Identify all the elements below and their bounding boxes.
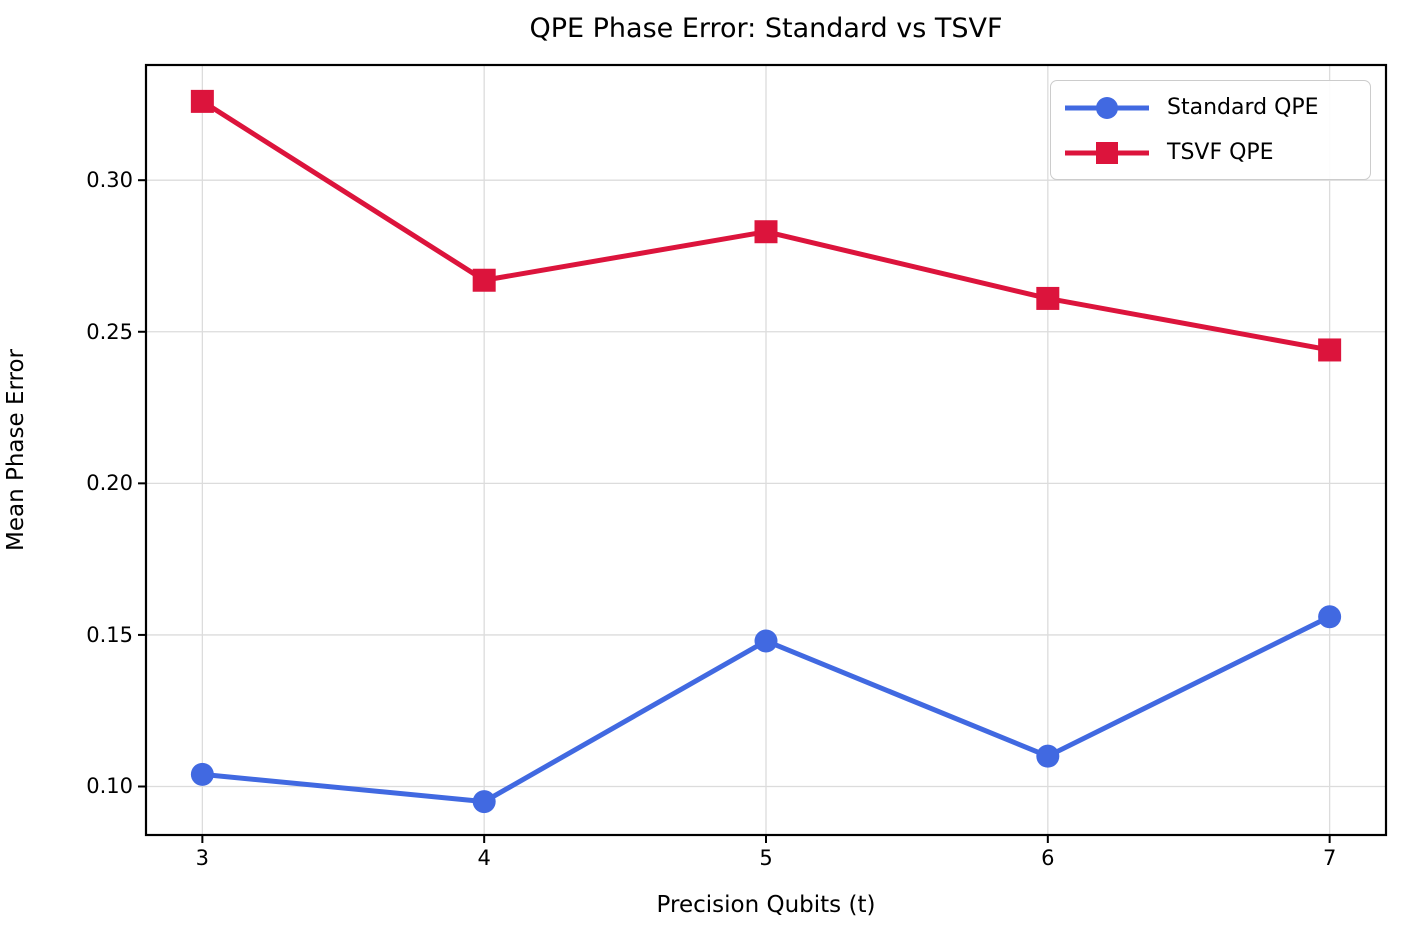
data-point [472, 790, 496, 814]
x-tick-label: 7 [1322, 846, 1337, 870]
y-axis-label: Mean Phase Error [3, 348, 29, 552]
legend-item-tsvf-qpe: TSVF QPE [1063, 132, 1358, 173]
data-point [472, 268, 496, 292]
data-point [1036, 286, 1060, 310]
legend-label-tsvf-qpe: TSVF QPE [1167, 140, 1274, 165]
x-tick-label: 5 [759, 846, 773, 870]
chart-title: QPE Phase Error: Standard vs TSVF [529, 13, 1003, 44]
legend-sample-circle-marker [1096, 96, 1118, 119]
data-point [190, 762, 214, 786]
data-point [1318, 605, 1342, 629]
y-tick-label: 0.25 [86, 319, 133, 344]
x-tick-label: 3 [195, 846, 210, 870]
data-point [1036, 744, 1060, 768]
data-point [190, 89, 214, 113]
x-tick-label: 6 [1041, 846, 1055, 870]
y-tick-label: 0.10 [86, 774, 133, 799]
legend-line-square-marker-icon [1065, 141, 1149, 164]
legend-sample-square-marker [1096, 141, 1118, 164]
y-tick-label: 0.30 [86, 168, 133, 193]
x-axis-label: Precision Qubits (t) [656, 892, 876, 918]
data-point [1318, 338, 1342, 362]
legend: Standard QPE TSVF QPE [1050, 80, 1371, 180]
legend-label-standard-qpe: Standard QPE [1167, 95, 1319, 120]
data-point [754, 629, 778, 653]
y-tick-label: 0.15 [86, 622, 133, 647]
data-point [754, 220, 778, 244]
y-tick-label: 0.20 [86, 471, 133, 496]
legend-item-standard-qpe: Standard QPE [1063, 87, 1358, 128]
x-tick-label: 4 [477, 846, 491, 870]
legend-line-circle-marker-icon [1065, 96, 1149, 119]
